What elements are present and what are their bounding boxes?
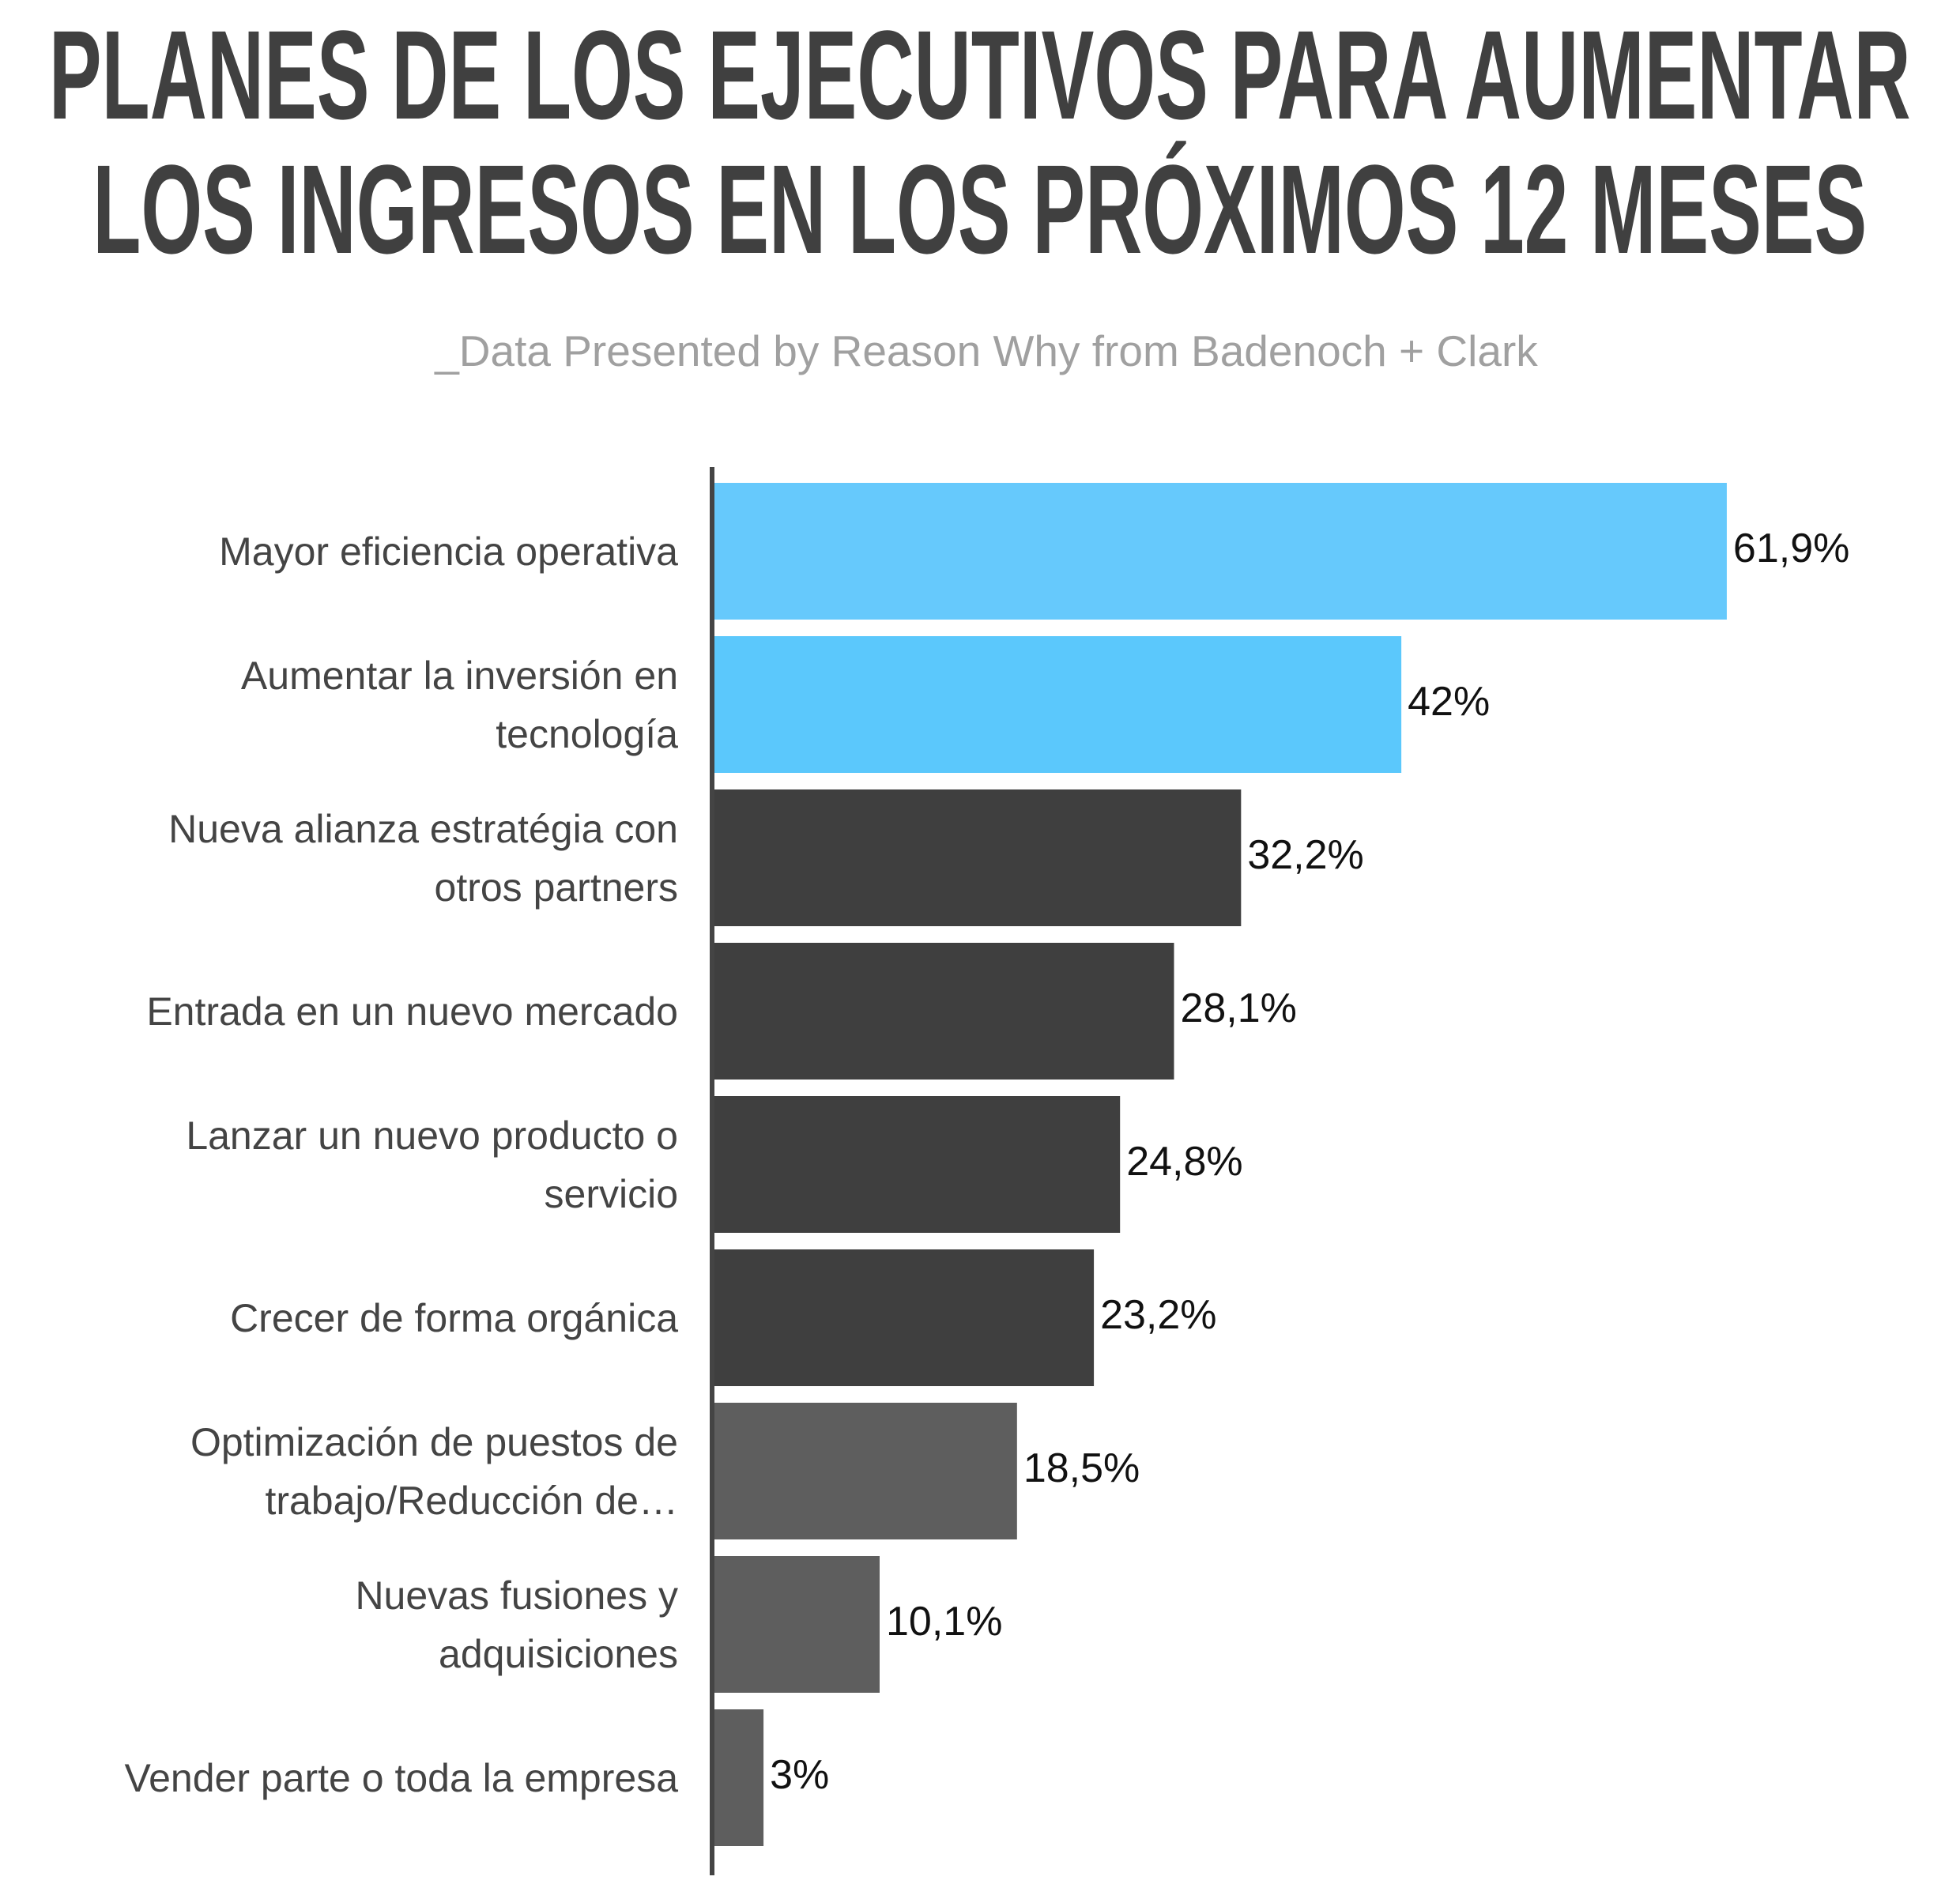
value-label: 23,2% [1100, 1292, 1216, 1338]
value-label: 28,1% [1180, 985, 1296, 1031]
bar [714, 1249, 1095, 1386]
value-label: 10,1% [886, 1599, 1002, 1645]
category-label: Aumentar la inversión en tecnología [240, 653, 678, 756]
bar [714, 943, 1174, 1080]
category-label: Vender parte o toda la empresa [124, 1755, 678, 1800]
bar [714, 1403, 1017, 1539]
bar [714, 1709, 764, 1846]
value-label: 42% [1408, 679, 1490, 725]
bar [714, 789, 1242, 926]
bar [714, 483, 1727, 620]
value-label: 32,2% [1247, 832, 1363, 878]
chart-subtitle: _Data Presented by Reason Why from Baden… [435, 326, 1538, 375]
bar [714, 1096, 1121, 1233]
category-label: Lanzar un nuevo producto o servicio [186, 1113, 678, 1216]
value-label: 61,9% [1733, 526, 1849, 571]
category-label: Mayor eficiencia operativa [219, 529, 678, 574]
category-label: Nueva alianza estratégia con otros partn… [168, 806, 678, 910]
value-label: 24,8% [1126, 1139, 1242, 1185]
category-label: Crecer de forma orgánica [230, 1295, 678, 1340]
category-label: Optimización de puestos de trabajo/Reduc… [190, 1419, 678, 1523]
chart-title: PLANES DE LOS EJECUTIVOS PARA AUMENTAR L… [48, 4, 1911, 280]
bar [714, 636, 1402, 773]
category-label: Nuevas fusiones y adquisiciones [355, 1573, 678, 1676]
value-label: 18,5% [1023, 1445, 1140, 1491]
bar [714, 1556, 880, 1693]
value-label: 3% [770, 1752, 829, 1798]
category-label: Entrada en un nuevo mercado [146, 989, 678, 1034]
